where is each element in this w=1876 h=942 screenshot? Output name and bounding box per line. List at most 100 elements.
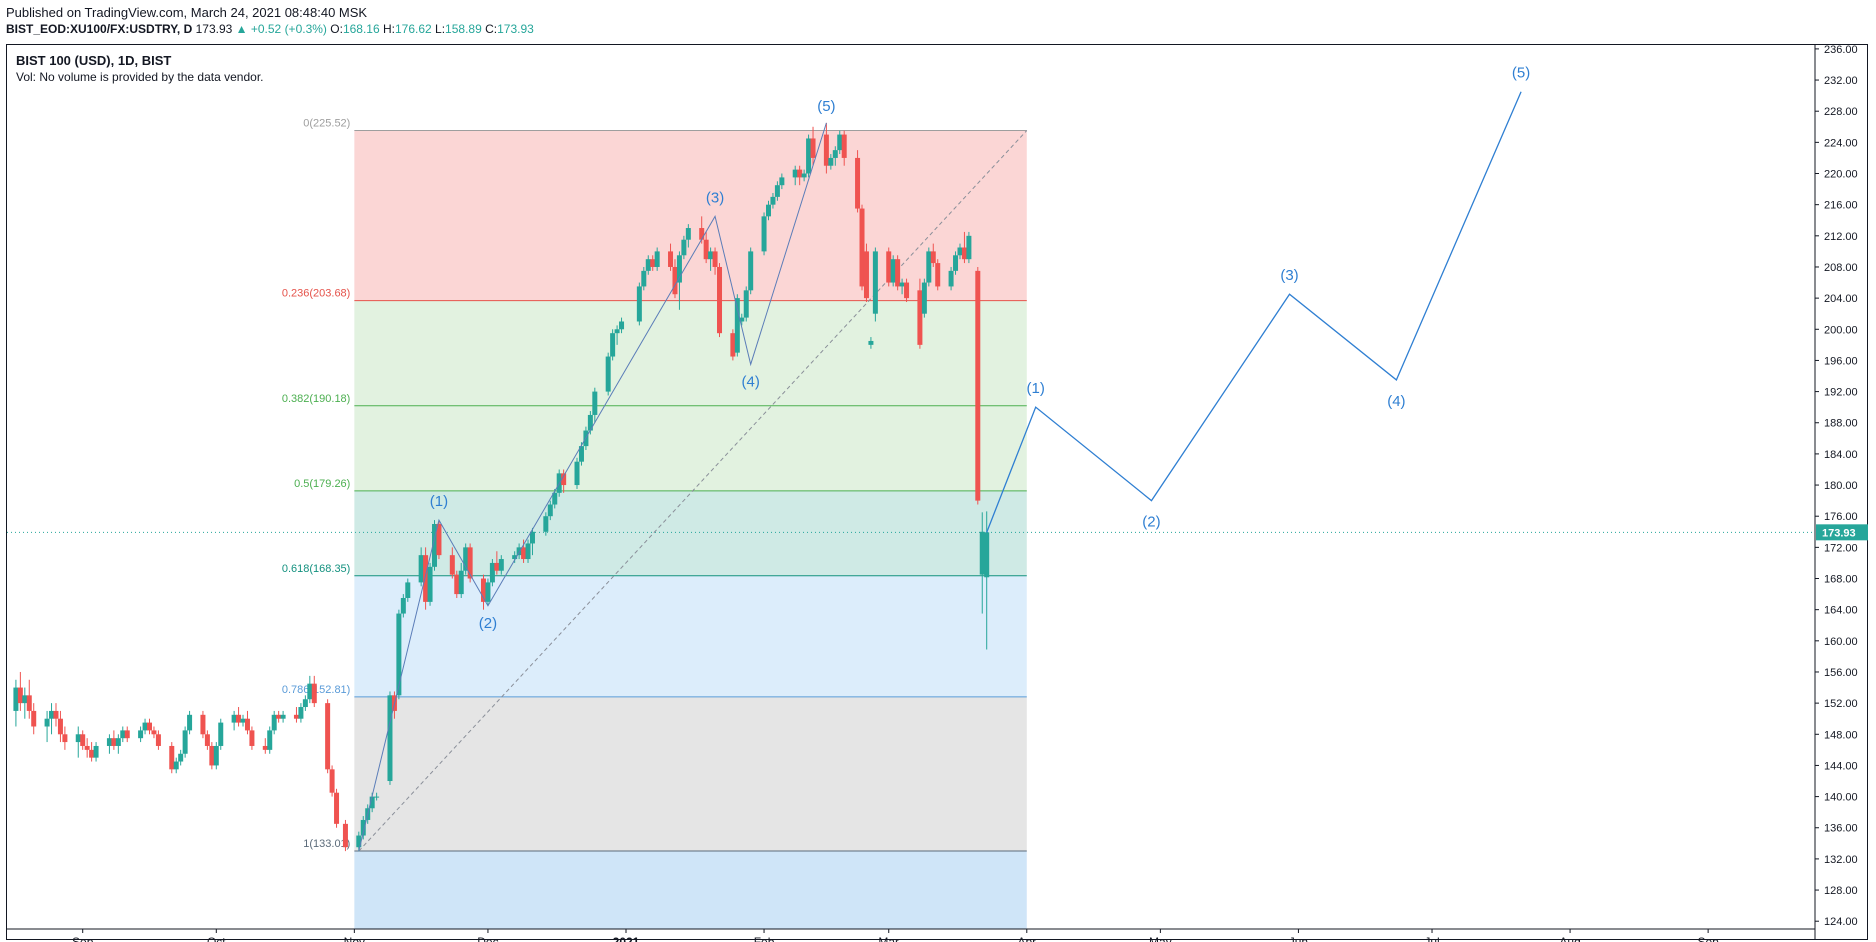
candle-body [930, 251, 936, 264]
candle-body [218, 722, 224, 746]
candle [458, 562, 464, 598]
candle-body [828, 157, 834, 166]
price-tick-label: 140.00 [1824, 792, 1858, 804]
candle-body [717, 266, 723, 334]
candle [53, 703, 59, 727]
fib-level-label: 0.236(203.68) [282, 288, 351, 300]
candle-body [213, 745, 219, 766]
candle-body [806, 138, 812, 174]
candle [765, 200, 771, 221]
volume-note: Vol: No volume is provided by the data v… [16, 70, 264, 84]
candle [743, 286, 749, 322]
candle [325, 699, 331, 774]
candle-body [458, 570, 464, 595]
candle [935, 259, 941, 291]
candle [26, 679, 32, 719]
projection-label: (2) [1142, 514, 1160, 531]
candle [525, 539, 531, 563]
candle [957, 243, 963, 260]
candle [307, 675, 313, 704]
time-tick-label: Sep [72, 935, 94, 942]
candle-body [169, 745, 175, 770]
candle-body [552, 492, 558, 505]
candle [810, 126, 816, 166]
candle-body [641, 270, 647, 287]
candle [22, 687, 28, 719]
candle-body [801, 173, 807, 178]
candle-body [975, 270, 981, 501]
candle [218, 718, 224, 750]
candle [650, 255, 656, 271]
candle-body [917, 290, 923, 345]
candle-body [797, 169, 803, 178]
candle [801, 169, 807, 182]
time-tick-label: Jun [1289, 935, 1308, 942]
price-tick-label: 124.00 [1824, 916, 1858, 928]
candle [895, 255, 901, 291]
candle-body [859, 208, 865, 287]
price-tick-label: 196.00 [1824, 355, 1858, 367]
candle-body [543, 516, 549, 532]
candle-body [489, 562, 495, 583]
candle-body [182, 730, 188, 754]
projection-label: (3) [1280, 267, 1298, 284]
candle [329, 765, 335, 797]
candle [668, 243, 674, 271]
candle [142, 718, 148, 735]
candle [948, 266, 954, 291]
candle-body [926, 251, 932, 283]
fib-zone [354, 696, 1027, 852]
price-tick-label: 164.00 [1824, 605, 1858, 617]
candle [13, 679, 19, 727]
candle [672, 259, 678, 299]
candle-body [792, 169, 798, 178]
wave-label: (1) [430, 493, 448, 510]
candle [712, 247, 718, 275]
candle-body [654, 251, 660, 267]
candle [953, 251, 959, 275]
candle-body [516, 547, 522, 556]
candle-body [89, 749, 95, 758]
candle [182, 726, 188, 758]
candle-body [240, 718, 246, 723]
candle-body [387, 695, 393, 782]
candle [832, 146, 838, 166]
candle [57, 710, 63, 743]
candle [485, 578, 491, 606]
time-tick-label: May [1149, 935, 1172, 942]
candle [904, 278, 910, 303]
candle [734, 294, 740, 357]
candle-body [948, 270, 954, 287]
candle [806, 134, 812, 178]
candle-body [895, 259, 901, 287]
candle-body [610, 333, 616, 357]
candle [17, 671, 23, 711]
candle [561, 469, 567, 493]
open-label: O: [330, 22, 343, 36]
chart-legend-title: BIST 100 (USD), 1D, BIST [16, 53, 172, 68]
candle [124, 726, 130, 743]
candle-body [334, 792, 340, 824]
fib-level-label: 0(225.52) [303, 118, 350, 130]
price-tick-label: 128.00 [1824, 885, 1858, 897]
candle-body [75, 734, 81, 743]
candle-body [904, 282, 910, 299]
candle [921, 278, 927, 318]
candle-body [525, 543, 531, 560]
candle [62, 726, 68, 750]
candle-body [614, 329, 620, 334]
candle [574, 457, 580, 489]
price-tick-label: 220.00 [1824, 169, 1858, 181]
candle-body [342, 823, 348, 848]
fib-zone [354, 575, 1027, 697]
candle-body [427, 566, 433, 602]
price-tick-label: 184.00 [1824, 449, 1858, 461]
candle [115, 734, 121, 754]
time-tick-label: Feb [754, 935, 775, 942]
candle [423, 547, 429, 610]
candle-body [142, 722, 148, 731]
candle [717, 263, 723, 338]
candle-body [574, 461, 580, 486]
candle [685, 224, 691, 248]
